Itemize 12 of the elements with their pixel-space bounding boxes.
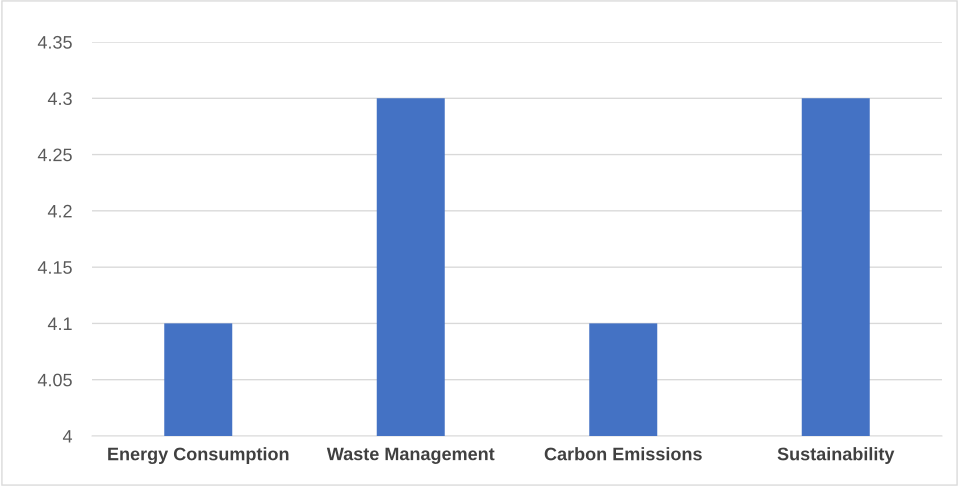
x-tick-label: Sustainability bbox=[778, 447, 894, 464]
y-tick-label: 4.15 bbox=[38, 261, 72, 274]
y-tick-label: 4.1 bbox=[48, 318, 72, 330]
y-tick-label: 4 bbox=[62, 430, 72, 443]
x-tick-label: Carbon Emissions bbox=[544, 447, 702, 460]
x-tick-label: Waste Management bbox=[326, 448, 494, 464]
y-tick-label: 4.25 bbox=[38, 148, 72, 162]
y-tick-label: 4.05 bbox=[38, 374, 72, 386]
y-tick-label: 4.2 bbox=[48, 204, 72, 218]
y-tick-label: 4.3 bbox=[48, 92, 72, 106]
y-tick-label: 4.35 bbox=[38, 36, 72, 49]
x-tick-label: Energy Consumption bbox=[108, 447, 288, 464]
